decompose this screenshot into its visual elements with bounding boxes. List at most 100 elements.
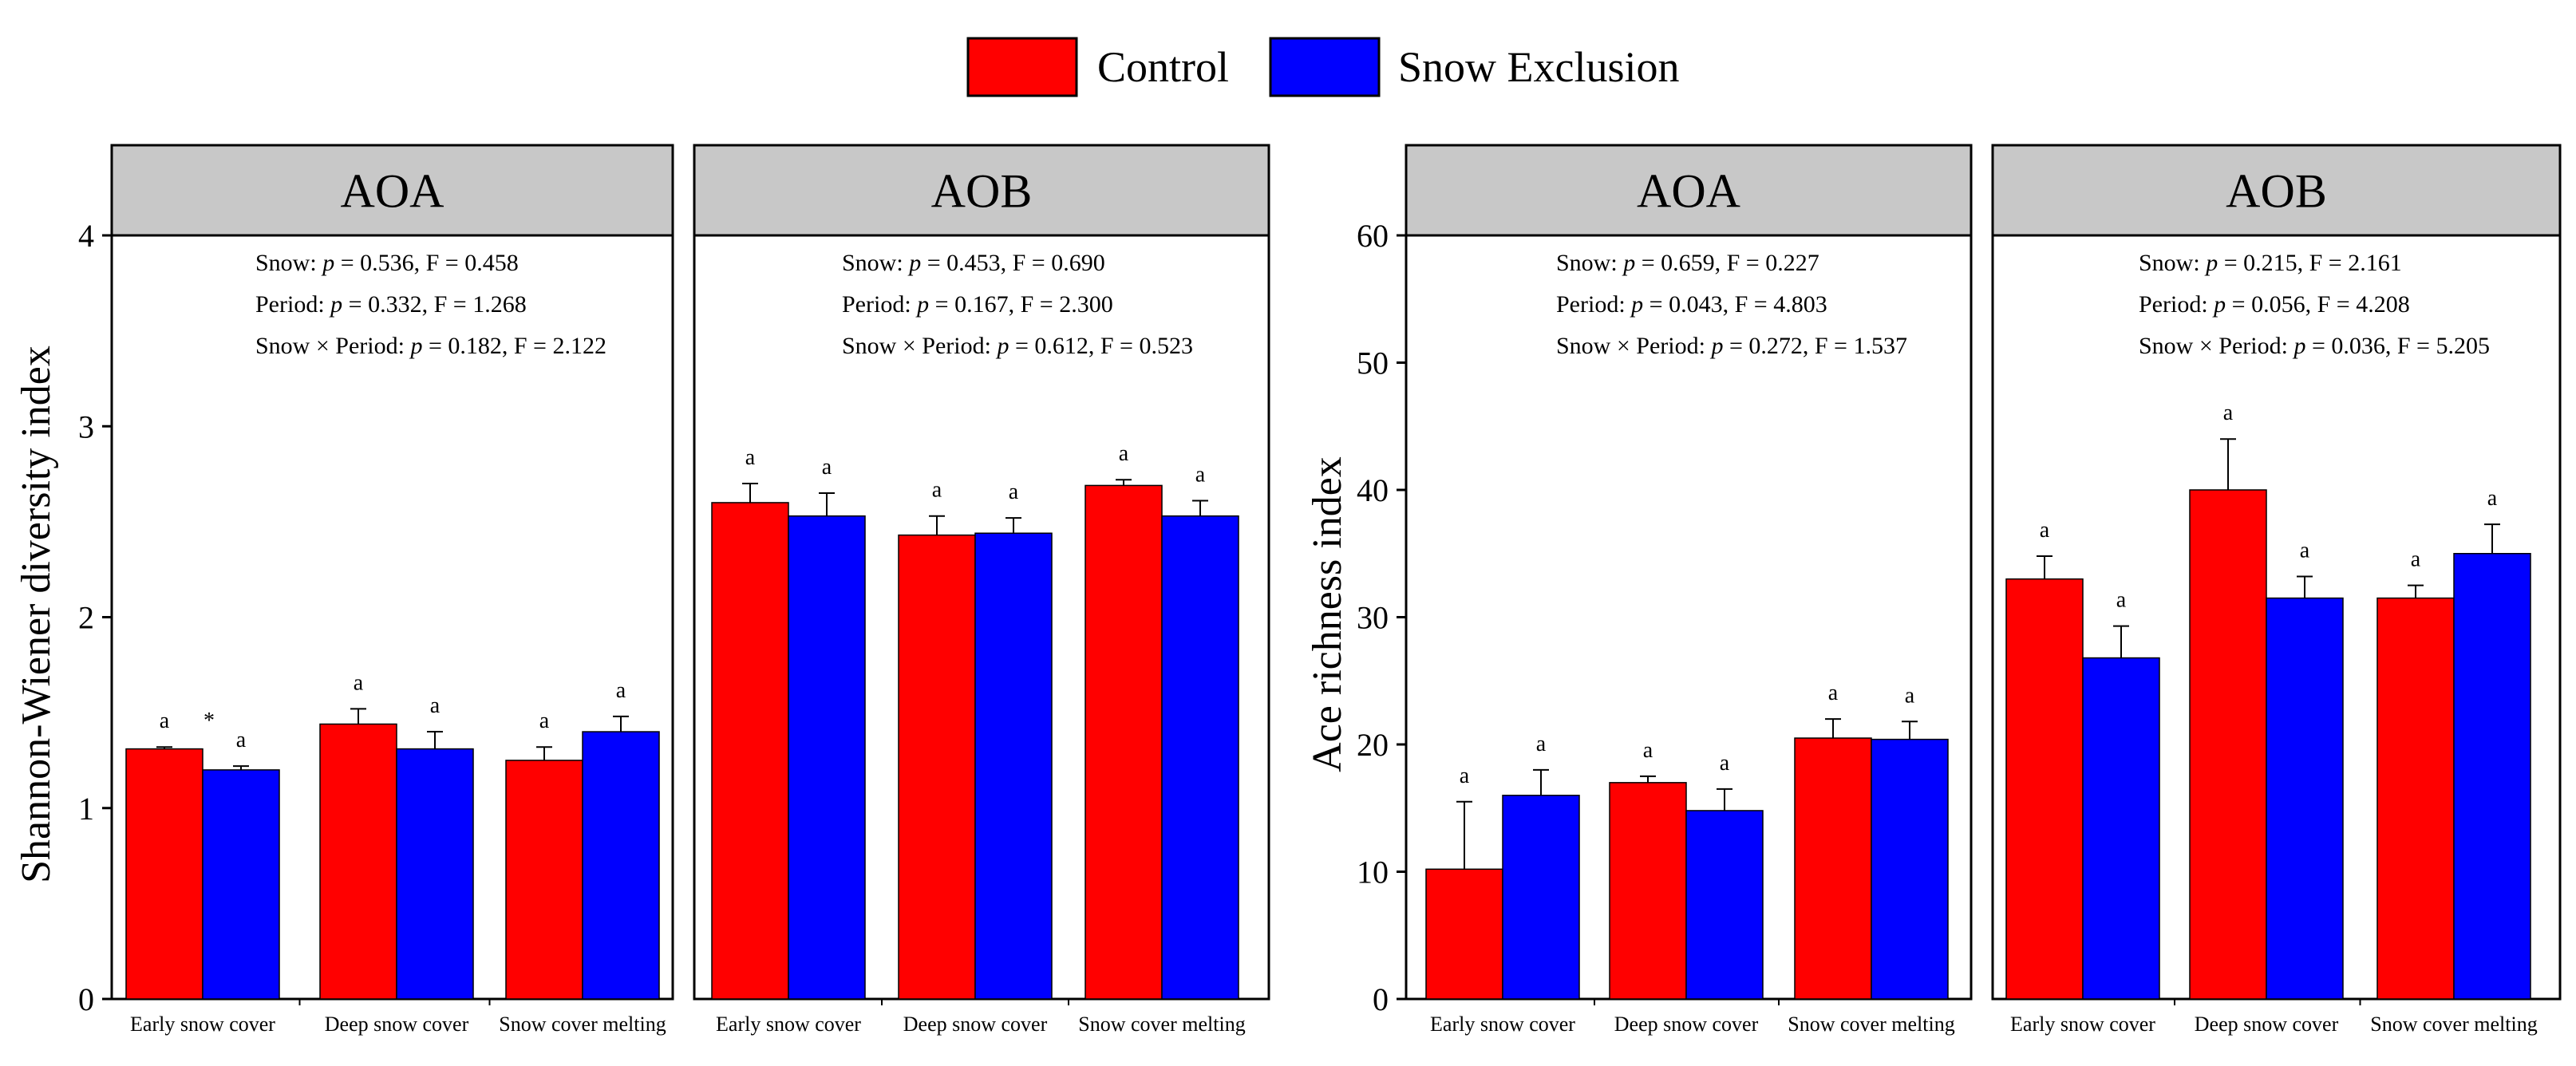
stat-p: p xyxy=(995,333,1009,359)
x-tick-label: Snow cover melting xyxy=(1788,1013,1954,1036)
stat-prefix: Snow: xyxy=(255,250,322,276)
bar xyxy=(125,748,203,1000)
stat-p: p xyxy=(907,250,921,276)
stat-p: p xyxy=(321,250,334,276)
bar xyxy=(788,515,866,1000)
significance-letter: a xyxy=(1460,764,1470,788)
stat-rest: = 0.536, F = 0.458 xyxy=(334,250,519,276)
stat-rest: = 0.332, F = 1.268 xyxy=(342,291,527,318)
stat-prefix: Snow: xyxy=(1556,250,1623,276)
stat-prefix: Snow × Period: xyxy=(842,333,997,359)
stat-prefix: Period: xyxy=(1556,291,1631,318)
y-axis-labels: Shannon-Wiener diversity index Ace richne… xyxy=(14,345,1350,883)
significance-letter: a xyxy=(354,670,364,695)
panel-0: AOA 0 1 2 3 4 Early snow cover Deep snow cover S… xyxy=(78,144,674,1036)
bar xyxy=(1685,810,1764,1000)
bar xyxy=(2082,657,2160,1000)
significance-letter: a xyxy=(745,445,756,470)
panel-header xyxy=(1405,144,1973,237)
significance-letter: a xyxy=(539,709,550,733)
bar xyxy=(2005,578,2084,1000)
x-tick-label: Deep snow cover xyxy=(1614,1013,1759,1036)
y-tick-label: 60 xyxy=(1357,218,1389,254)
y-tick-label: 4 xyxy=(78,218,94,254)
x-tick-label: Snow cover melting xyxy=(1078,1013,1245,1036)
significance-letter: a xyxy=(2300,538,2310,563)
stat-p: p xyxy=(2292,333,2305,359)
significance-letter: a xyxy=(932,478,942,503)
bar xyxy=(2266,597,2344,1000)
y-tick-label: 50 xyxy=(1357,345,1389,381)
significance-letter: a xyxy=(1195,463,1206,488)
stat-line: Period: p = 0.043, F = 4.803 xyxy=(1556,291,1827,318)
stat-prefix: Snow: xyxy=(2139,250,2206,276)
stat-line: Snow: p = 0.659, F = 0.227 xyxy=(1556,250,1819,276)
legend-swatch-1 xyxy=(1269,37,1381,97)
x-tick-label: Deep snow cover xyxy=(903,1013,1048,1036)
x-tick-label: Early snow cover xyxy=(2010,1013,2155,1036)
stat-prefix: Period: xyxy=(255,291,330,318)
stat-p: p xyxy=(1630,291,1643,318)
stat-prefix: Snow × Period: xyxy=(255,333,410,359)
stat-prefix: Snow × Period: xyxy=(2139,333,2294,359)
significance-letter: a xyxy=(2487,486,2498,511)
stat-rest: = 0.215, F = 2.161 xyxy=(2218,250,2402,276)
stat-prefix: Snow: xyxy=(842,250,909,276)
bar xyxy=(1502,795,1580,1000)
bar xyxy=(1871,738,1949,1000)
stat-rest: = 0.043, F = 4.803 xyxy=(1643,291,1827,318)
y-tick-label: 0 xyxy=(1373,981,1389,1017)
significance-letter: a xyxy=(430,693,441,718)
stat-p: p xyxy=(1622,250,1635,276)
stat-rest: = 0.056, F = 4.208 xyxy=(2226,291,2410,318)
legend-label-0: Control xyxy=(1097,43,1229,91)
significance-letter: a xyxy=(236,728,247,752)
bar xyxy=(974,532,1053,1000)
bar xyxy=(396,748,474,1000)
bar xyxy=(1425,868,1503,1000)
bar xyxy=(1085,484,1163,1000)
panel-header xyxy=(110,144,674,237)
significance-letter: a xyxy=(2223,401,2234,425)
stat-rest: = 0.182, F = 2.122 xyxy=(422,333,606,359)
y-tick-label: 40 xyxy=(1357,472,1389,508)
y-tick-label: 0 xyxy=(78,981,94,1017)
panel-header xyxy=(1991,144,2562,237)
stat-line: Snow × Period: p = 0.272, F = 1.537 xyxy=(1556,333,1907,359)
y-axis-label: Ace richness index xyxy=(1305,456,1350,772)
significance-letter: a xyxy=(1119,441,1129,466)
significance-letter: a xyxy=(2040,518,2050,543)
significance-asterisk: * xyxy=(203,709,215,733)
stat-line: Snow × Period: p = 0.036, F = 5.205 xyxy=(2139,333,2490,359)
stat-prefix: Period: xyxy=(842,291,917,318)
bar xyxy=(2189,489,2267,1000)
stat-line: Snow: p = 0.215, F = 2.161 xyxy=(2139,250,2402,276)
significance-letter: a xyxy=(1905,683,1915,708)
stat-line: Period: p = 0.056, F = 4.208 xyxy=(2139,291,2410,318)
significance-letter: a xyxy=(1720,751,1730,776)
stat-rest: = 0.453, F = 0.690 xyxy=(921,250,1105,276)
panel-title: AOA xyxy=(341,165,444,218)
bar xyxy=(1794,737,1872,1000)
significance-letter: a xyxy=(1009,480,1019,504)
stat-p: p xyxy=(409,333,422,359)
y-tick-label: 20 xyxy=(1357,727,1389,763)
x-tick-label: Snow cover melting xyxy=(499,1013,666,1036)
stat-line: Snow × Period: p = 0.612, F = 0.523 xyxy=(842,333,1193,359)
x-tick-label: Early snow cover xyxy=(130,1013,275,1036)
y-axis-label: Shannon-Wiener diversity index xyxy=(14,345,59,883)
significance-letter: a xyxy=(160,709,170,733)
x-tick-label: Early snow cover xyxy=(716,1013,861,1036)
panel-title: AOA xyxy=(1637,165,1740,218)
panels: AOA 0 1 2 3 4 Early snow cover Deep snow cover S… xyxy=(78,144,2562,1036)
stat-line: Snow: p = 0.536, F = 0.458 xyxy=(255,250,519,276)
panel-header xyxy=(693,144,1270,237)
stat-rest: = 0.036, F = 5.205 xyxy=(2305,333,2490,359)
panel-title: AOB xyxy=(931,165,1033,218)
y-tick-label: 10 xyxy=(1357,855,1389,890)
stat-p: p xyxy=(1709,333,1723,359)
stat-rest: = 0.659, F = 0.227 xyxy=(1635,250,1819,276)
x-tick-label: Deep snow cover xyxy=(2195,1013,2339,1036)
bar xyxy=(711,502,789,1000)
bar xyxy=(1161,515,1239,1000)
